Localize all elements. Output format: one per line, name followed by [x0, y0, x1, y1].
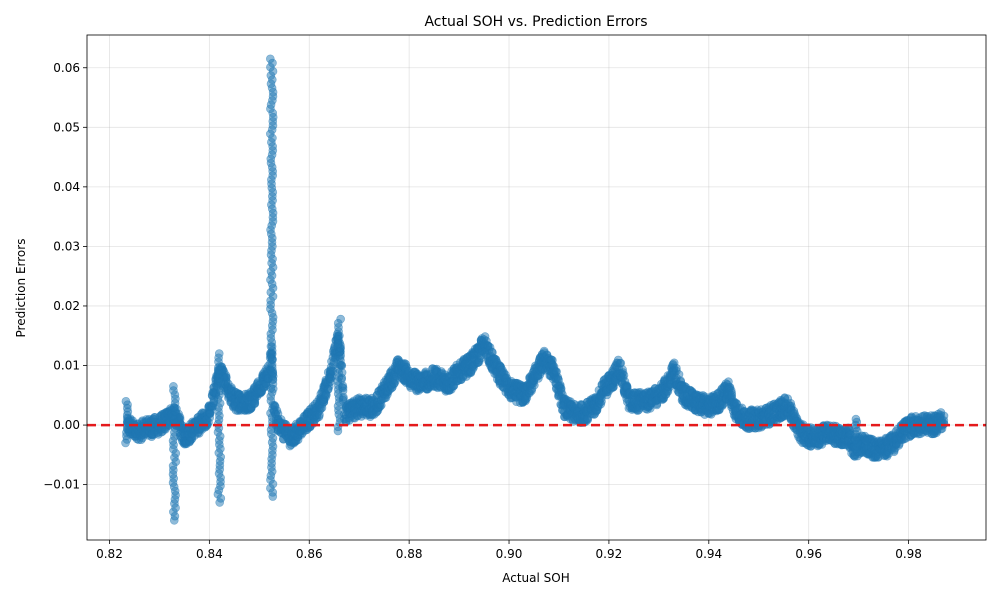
chart-title: Actual SOH vs. Prediction Errors: [424, 14, 647, 30]
grid: [87, 35, 986, 540]
data-point: [121, 396, 131, 406]
data-point: [851, 414, 861, 424]
y-tick-label: 0.06: [53, 61, 80, 75]
x-tick-label: 0.92: [596, 547, 623, 561]
data-point: [250, 399, 260, 409]
x-tick-label: 0.90: [496, 547, 523, 561]
x-tick-label: 0.96: [795, 547, 822, 561]
data-point: [214, 349, 224, 358]
x-tick-label: 0.86: [296, 547, 323, 561]
data-point: [323, 385, 333, 394]
y-tick-label: 0.02: [53, 299, 80, 313]
data-points: [121, 54, 949, 525]
data-point: [336, 314, 345, 324]
x-tick-label: 0.84: [196, 547, 223, 561]
y-tick-label: 0.00: [53, 418, 80, 432]
x-tick-label: 0.94: [695, 547, 722, 561]
x-tick-label: 0.98: [895, 547, 922, 561]
data-point: [266, 54, 275, 64]
y-tick-label: 0.05: [53, 120, 80, 134]
y-tick-label: 0.03: [53, 239, 80, 253]
data-point: [169, 382, 178, 391]
y-axis-ticks: −0.01 0.00 0.01 0.02 0.03 0.04 0.05 0.06: [43, 61, 87, 492]
y-tick-label: −0.01: [43, 478, 80, 492]
x-tick-label: 0.82: [96, 547, 123, 561]
y-axis-title: Prediction Errors: [14, 239, 28, 338]
y-tick-label: 0.04: [53, 180, 80, 194]
x-tick-label: 0.88: [396, 547, 423, 561]
x-axis-title: Actual SOH: [502, 571, 570, 585]
x-axis-ticks: 0.82 0.84 0.86 0.88 0.90 0.92 0.94 0.96 0.98: [96, 540, 922, 561]
y-tick-label: 0.01: [53, 359, 80, 373]
